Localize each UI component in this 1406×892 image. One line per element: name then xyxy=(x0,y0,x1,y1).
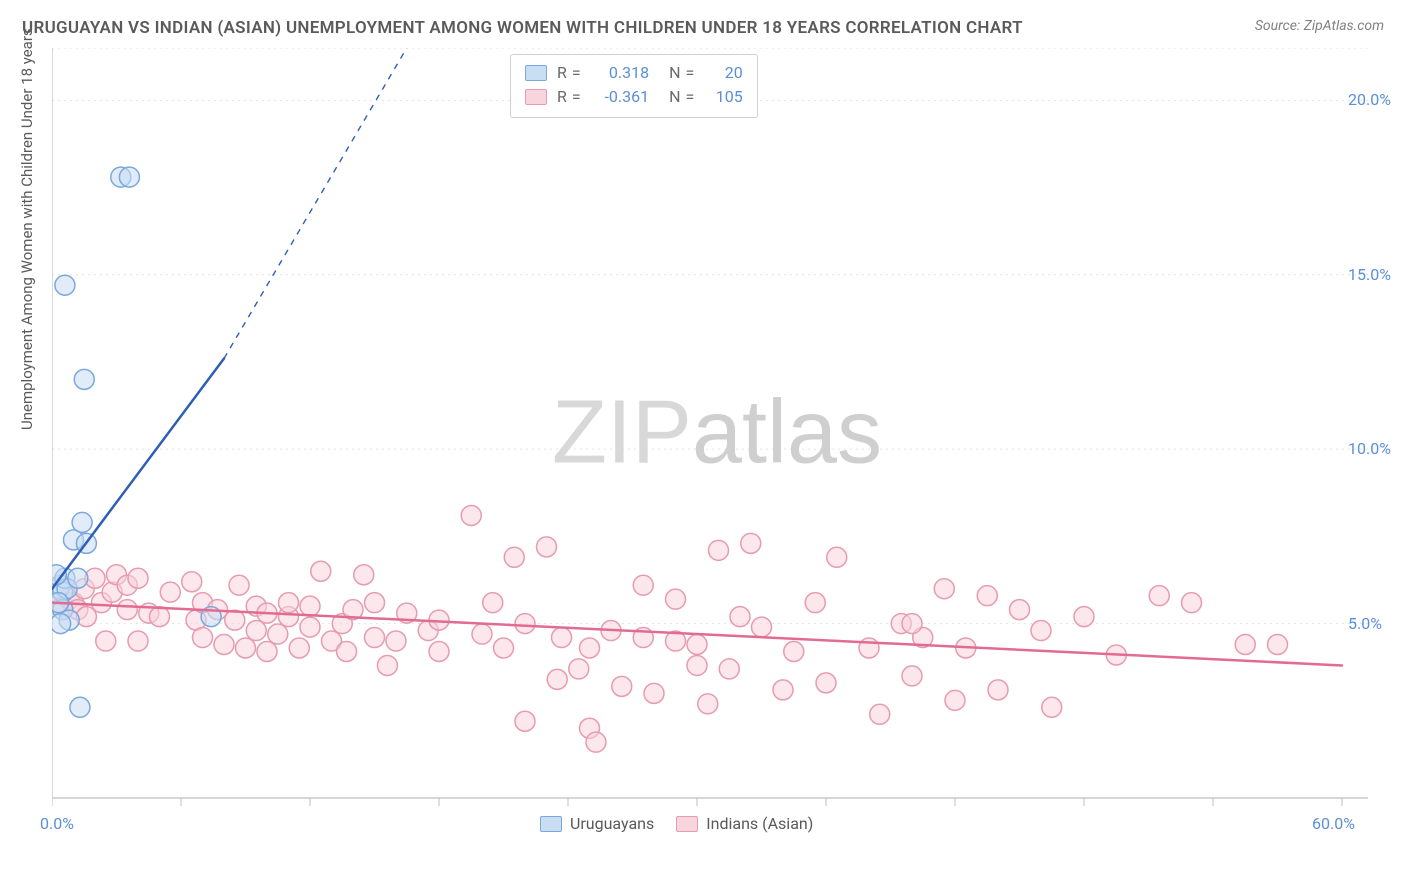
scatter-plot: ZIPatlas 5.0%10.0%15.0%20.0% xyxy=(52,48,1382,828)
legend-correlation-row: R = 0.318 N = 20 xyxy=(525,61,743,85)
legend-n-label: N = xyxy=(669,85,695,109)
y-tick-label: 5.0% xyxy=(1348,614,1382,633)
chart-title: URUGUAYAN VS INDIAN (ASIAN) UNEMPLOYMENT… xyxy=(22,18,1023,38)
y-tick-label: 10.0% xyxy=(1348,439,1391,458)
legend-r-label: R = xyxy=(557,85,581,109)
legend-series-item: Uruguayans xyxy=(540,814,654,833)
legend-r-value: -0.361 xyxy=(591,85,649,109)
y-axis-label: Unemployment Among Women with Children U… xyxy=(18,28,36,430)
correlation-legend: R = 0.318 N = 20 R = -0.361 N = 105 xyxy=(510,54,758,118)
x-origin-label: 0.0% xyxy=(40,814,74,833)
legend-n-value: 20 xyxy=(705,61,743,85)
legend-swatch xyxy=(525,65,547,81)
source-attribution: Source: ZipAtlas.com xyxy=(1255,18,1384,34)
y-tick-label: 15.0% xyxy=(1348,265,1391,284)
x-max-label: 60.0% xyxy=(1312,814,1355,833)
legend-series-item: Indians (Asian) xyxy=(676,814,813,833)
legend-series-label: Indians (Asian) xyxy=(706,814,813,833)
legend-swatch xyxy=(540,816,562,832)
legend-swatch xyxy=(676,816,698,832)
legend-n-label: N = xyxy=(669,61,695,85)
series-legend: Uruguayans Indians (Asian) xyxy=(540,814,813,833)
legend-r-value: 0.318 xyxy=(591,61,649,85)
plot-svg xyxy=(52,48,1382,828)
legend-correlation-row: R = -0.361 N = 105 xyxy=(525,85,743,109)
legend-series-label: Uruguayans xyxy=(570,814,654,833)
legend-r-label: R = xyxy=(557,61,581,85)
legend-swatch xyxy=(525,89,547,105)
y-tick-label: 20.0% xyxy=(1348,90,1391,109)
legend-n-value: 105 xyxy=(705,85,743,109)
